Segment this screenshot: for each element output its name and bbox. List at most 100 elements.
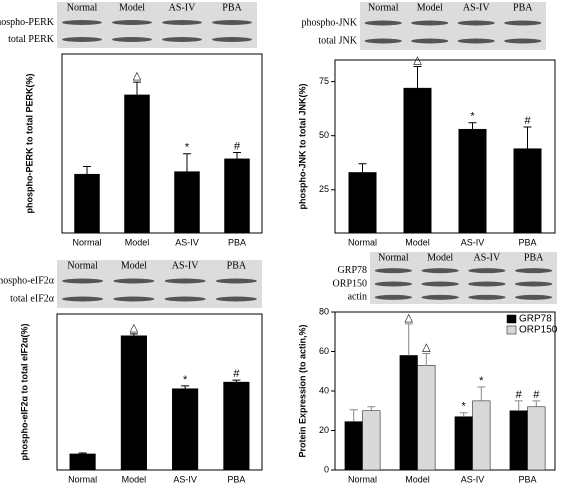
blot-column-label: AS-IV <box>169 2 196 13</box>
y-tick-label: 60 <box>319 346 329 356</box>
blot-column-label: Normal <box>67 2 98 13</box>
blot-row-label: GRP78 <box>338 265 367 276</box>
blot-row-label: total PERK <box>8 34 55 45</box>
significance-marker: △ <box>133 70 142 82</box>
error-bar <box>232 379 241 383</box>
error-bar <box>404 323 413 356</box>
error-bar <box>413 65 422 89</box>
error-bar <box>367 406 376 411</box>
blot-column-label: Model <box>119 2 145 13</box>
blot-band <box>457 20 495 26</box>
legend-swatch <box>506 325 517 335</box>
plot-frame <box>61 53 263 234</box>
bar <box>172 388 199 471</box>
error-bar <box>422 352 431 366</box>
blot-band <box>215 296 257 302</box>
blot-band <box>62 278 104 284</box>
error-bar <box>181 385 190 389</box>
y-tick-label: 25 <box>319 184 329 194</box>
error-bar <box>459 412 468 417</box>
significance-marker: △ <box>422 341 431 353</box>
y-tick-label: 0 <box>324 464 329 474</box>
blot-band <box>421 294 459 300</box>
blot-row-label: phospho-eIF2α <box>0 275 55 286</box>
x-tick-label: Model <box>405 474 430 484</box>
blot-band <box>164 278 206 284</box>
blot-band <box>514 294 553 300</box>
blot-band <box>374 268 413 274</box>
x-tick-label: Normal <box>68 474 97 484</box>
significance-marker: * <box>185 142 190 154</box>
blot-column-label: PBA <box>524 252 544 263</box>
error-bar <box>78 452 87 454</box>
bar <box>348 172 377 234</box>
bar <box>513 148 542 234</box>
significance-marker: △ <box>413 54 422 66</box>
blot-band <box>468 294 506 300</box>
error-bar <box>477 386 486 401</box>
blot-column-label: PBA <box>513 2 533 13</box>
significance-marker: # <box>524 115 531 127</box>
bar <box>74 173 100 234</box>
y-tick-label: 40 <box>319 385 329 395</box>
blot-column-label: Normal <box>67 260 98 271</box>
blot-band <box>421 281 459 287</box>
y-axis-label: Protein Expression (to actin,%) <box>297 324 307 457</box>
x-tick-label: AS-IV <box>461 474 485 484</box>
blot-row-label: actin <box>348 292 367 303</box>
significance-marker: * <box>479 375 484 387</box>
blot-band <box>112 20 152 25</box>
x-tick-label: PBA <box>228 237 246 247</box>
blot-band <box>162 37 202 42</box>
y-tick-label: 80 <box>319 306 329 316</box>
bar <box>223 381 250 471</box>
blot-band <box>164 296 206 302</box>
bar <box>454 416 473 471</box>
x-tick-label: PBA <box>227 474 245 484</box>
blot-band <box>113 296 155 302</box>
blot-band <box>374 281 413 287</box>
blot-band <box>514 281 553 287</box>
blot-column-label: PBA <box>222 2 242 13</box>
significance-marker: * <box>462 401 467 413</box>
error-bar <box>523 126 532 149</box>
significance-marker: △ <box>130 322 139 334</box>
x-tick-label: Model <box>405 237 430 247</box>
bar <box>472 400 491 471</box>
blot-band <box>411 38 449 44</box>
error-bar <box>514 400 523 411</box>
blot-band <box>62 20 102 25</box>
legend-label: ORP150 <box>519 325 558 336</box>
error-bar <box>133 81 141 95</box>
blot-column-label: PBA <box>227 260 247 271</box>
blot-row-label: total eIF2α <box>10 293 55 304</box>
blot-band <box>514 268 553 274</box>
legend-swatch <box>506 314 517 324</box>
blot-band <box>212 37 252 42</box>
blot-band <box>411 20 449 26</box>
blot-band <box>215 278 257 284</box>
blot-band <box>162 20 202 25</box>
bar <box>124 94 150 234</box>
blot-row-label: phospho-PERK <box>0 17 55 28</box>
significance-marker: △ <box>404 312 413 324</box>
blot-band <box>112 37 152 42</box>
y-tick-label: 20 <box>319 425 329 435</box>
bar <box>399 355 418 471</box>
x-tick-label: PBA <box>518 474 536 484</box>
bar <box>224 158 250 234</box>
bar <box>120 335 147 471</box>
blot-band <box>504 38 542 44</box>
significance-marker: * <box>183 374 188 386</box>
x-tick-label: Normal <box>72 237 101 247</box>
blot-column-label: AS-IV <box>474 252 501 263</box>
plot-frame <box>56 313 263 471</box>
bar <box>403 87 432 234</box>
blot-band <box>421 268 459 274</box>
bar <box>344 421 363 471</box>
error-bar <box>129 333 138 336</box>
bar <box>458 128 487 234</box>
bar <box>69 453 96 471</box>
bar <box>174 171 200 234</box>
